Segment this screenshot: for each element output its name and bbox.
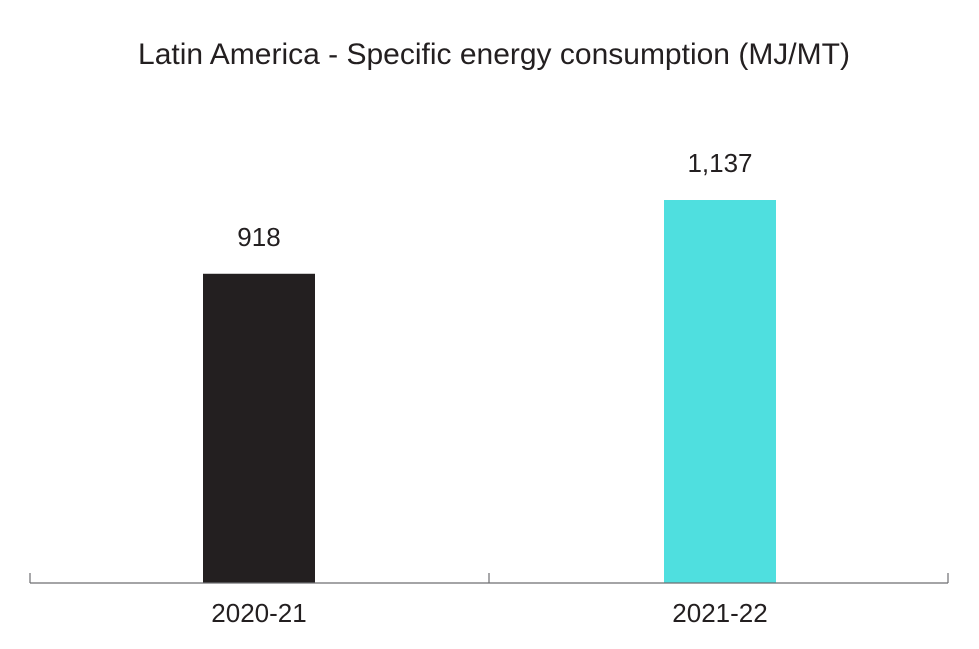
bar-2021-22 [664, 200, 776, 583]
bars-group [203, 200, 776, 583]
value-label-2021-22: 1,137 [687, 148, 752, 178]
x-tick-label-2021-22: 2021-22 [672, 598, 767, 628]
x-tick-label-2020-21: 2020-21 [211, 598, 306, 628]
value-labels-group: 918 1,137 [237, 148, 752, 252]
value-label-2020-21: 918 [237, 222, 280, 252]
x-axis [29, 573, 949, 584]
chart-title: Latin America - Specific energy consumpt… [138, 38, 850, 71]
bar-2020-21 [203, 273, 315, 583]
x-tick-labels-group: 2020-21 2021-22 [211, 598, 767, 628]
